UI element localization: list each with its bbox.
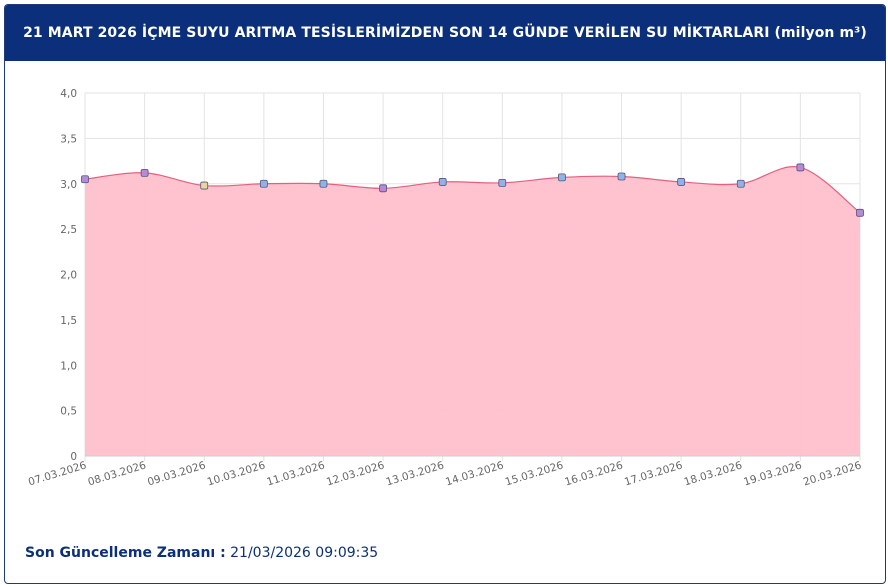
chart-title: 21 MART 2026 İÇME SUYU ARITMA TESİSLERİM… <box>5 5 885 61</box>
data-point <box>200 181 209 190</box>
x-tick-label: 08.03.2026 <box>86 459 147 488</box>
x-tick-label: 11.03.2026 <box>265 459 326 488</box>
x-tick-label: 18.03.2026 <box>683 459 744 488</box>
data-point <box>379 184 387 193</box>
series-area <box>85 166 860 456</box>
x-tick-label: 13.03.2026 <box>385 459 446 488</box>
last-update: Son Güncelleme Zamanı : 21/03/2026 09:09… <box>25 545 378 561</box>
data-point <box>558 173 566 182</box>
x-tick-label: 14.03.2026 <box>444 459 505 488</box>
x-tick-label: 20.03.2026 <box>802 459 863 488</box>
x-tick-label: 17.03.2026 <box>623 459 684 488</box>
x-tick-label: 07.03.2026 <box>27 459 88 488</box>
last-update-label: Son Güncelleme Zamanı : <box>25 545 226 561</box>
data-point <box>498 178 507 187</box>
data-point <box>259 179 268 188</box>
data-point <box>677 178 686 186</box>
data-point <box>319 179 328 188</box>
data-point <box>438 178 447 186</box>
last-update-value: 21/03/2026 09:09:35 <box>230 545 379 561</box>
y-tick-label: 1,0 <box>60 360 77 372</box>
x-tick-label: 10.03.2026 <box>206 459 267 488</box>
data-point <box>617 172 626 181</box>
data-point <box>736 179 745 188</box>
data-point <box>81 175 89 184</box>
x-tick-label: 12.03.2026 <box>325 459 386 488</box>
x-tick-label: 19.03.2026 <box>742 459 803 488</box>
y-tick-label: 2,5 <box>60 224 77 236</box>
x-tick-label: 15.03.2026 <box>504 459 565 488</box>
y-tick-label: 2,0 <box>60 270 77 282</box>
y-tick-label: 1,5 <box>60 315 77 327</box>
x-tick-label: 09.03.2026 <box>146 459 207 488</box>
data-point <box>140 168 149 177</box>
y-tick-label: 0 <box>70 451 77 463</box>
area-chart: 0 0,5 1,0 1,5 2,0 2,5 3,0 3,5 4,0 07.03.202608.03… <box>27 88 864 488</box>
y-tick-label: 0,5 <box>60 406 77 418</box>
data-point <box>856 208 864 217</box>
y-tick-label: 4,0 <box>60 88 77 100</box>
y-tick-label: 3,5 <box>60 133 77 145</box>
data-point <box>796 163 805 172</box>
x-tick-label: 16.03.2026 <box>563 459 624 488</box>
y-tick-label: 3,0 <box>60 179 77 191</box>
chart-card: 21 MART 2026 İÇME SUYU ARITMA TESİSLERİM… <box>4 4 886 584</box>
